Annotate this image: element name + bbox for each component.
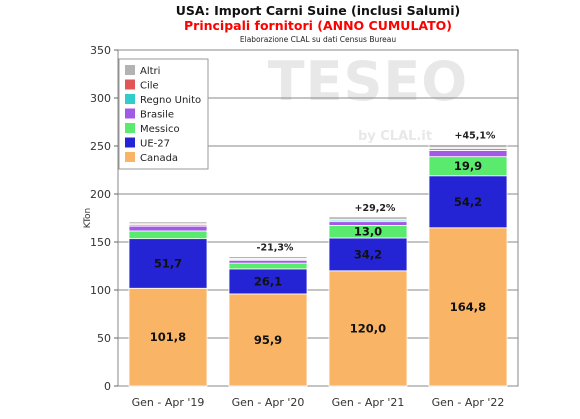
legend-swatch [125, 123, 135, 133]
watermark: TESEO by CLAL.it [268, 50, 468, 144]
y-tick-label: 50 [97, 332, 111, 345]
x-tick-label: Gen - Apr '21 [332, 396, 405, 409]
bar-segment [128, 238, 208, 289]
bar-segment [428, 144, 508, 148]
x-tick-label: Gen - Apr '19 [132, 396, 205, 409]
y-tick-label: 100 [90, 284, 111, 297]
change-label: -21,3% [257, 243, 294, 254]
legend-swatch [125, 137, 135, 148]
data-label: 34,2 [354, 247, 382, 261]
watermark-byline: by CLAL.it [358, 129, 432, 144]
legend-swatch [125, 152, 135, 162]
bar-segment [228, 293, 308, 387]
legend-label: Canada [140, 153, 178, 164]
bar-segment [128, 221, 208, 225]
bar-segment [128, 225, 208, 232]
y-axis: 0 50 100 150 200 250 300 350 [90, 44, 118, 393]
data-label: 26,1 [254, 274, 282, 288]
y-tick-label: 250 [90, 140, 111, 153]
legend-label: Brasile [140, 110, 174, 121]
data-label: 101,8 [150, 330, 186, 344]
bars: 101,8 51,7 95,9 26,1 -21,3% 120,0 34,2 13,0 +29,… [128, 131, 508, 387]
watermark-text: TESEO [268, 50, 468, 113]
legend-label: Altri [140, 66, 160, 77]
legend-items: Altri Cile Regno Unito Brasile Messico UE-27 C… [125, 65, 201, 164]
legend-swatch [125, 65, 135, 75]
bar-segment [328, 270, 408, 387]
bar-segment [328, 237, 408, 272]
y-tick-label: 300 [90, 92, 111, 105]
data-label: 51,7 [154, 256, 182, 270]
legend-swatch [125, 108, 135, 119]
x-tick-label: Gen - Apr '22 [432, 396, 505, 409]
bar-segment [128, 287, 208, 387]
legend-label: Cile [140, 81, 159, 92]
legend-label: Regno Unito [140, 95, 201, 106]
chart-subtitle: Principali fornitori (ANNO CUMULATO) [184, 18, 452, 33]
bar-segment [428, 175, 508, 229]
bar-segment [228, 259, 308, 264]
data-label: 120,0 [350, 321, 386, 335]
y-tick-label: 350 [90, 44, 111, 57]
chart-title: USA: Import Carni Suine (inclusi Salumi) [176, 3, 461, 18]
change-label: +45,1% [455, 131, 496, 142]
y-tick-label: 200 [90, 188, 111, 201]
legend[interactable]: Altri Cile Regno Unito Brasile Messico UE-27 C… [118, 58, 209, 170]
bar-segment [428, 150, 508, 158]
data-label: 164,8 [450, 300, 486, 314]
change-label: +29,2% [355, 203, 396, 214]
x-tick-label: Gen - Apr '20 [232, 396, 305, 409]
bar-segment [128, 230, 208, 240]
legend-label: Messico [140, 124, 180, 135]
legend-label: UE-27 [140, 139, 170, 150]
legend-swatch [125, 79, 135, 90]
x-axis: Gen - Apr '19 Gen - Apr '20 Gen - Apr '21 G… [132, 396, 505, 409]
bar-segment [328, 221, 408, 226]
y-axis-label: KTon [83, 208, 93, 228]
data-label: 19,9 [454, 159, 482, 173]
chart-source: Elaborazione CLAL su dati Census Bureau [240, 35, 396, 44]
data-label: 54,2 [454, 195, 482, 209]
data-label: 95,9 [254, 333, 282, 347]
bar-segment [328, 216, 408, 220]
legend-swatch [125, 94, 135, 104]
data-label: 13,0 [354, 225, 382, 239]
y-tick-label: 0 [104, 380, 111, 393]
bar-segment [228, 262, 308, 270]
y-tick-label: 150 [90, 236, 111, 249]
bar-segment [228, 256, 308, 259]
